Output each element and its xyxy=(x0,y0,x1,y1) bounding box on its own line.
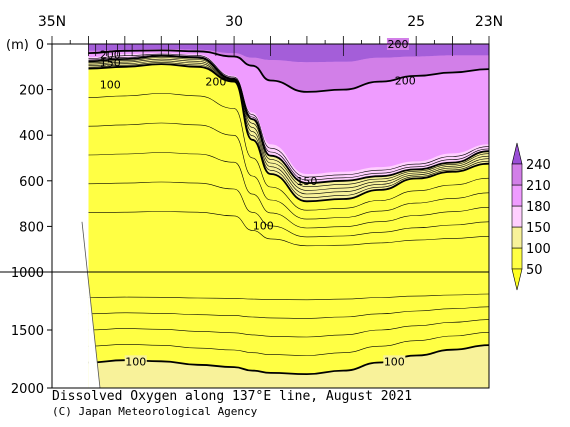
oxygen-200-210-region xyxy=(88,49,490,92)
y-unit-label: (m) xyxy=(6,38,29,53)
y-tick-label: 200 xyxy=(19,84,44,99)
contour-label: 200 xyxy=(100,48,121,61)
colorbar-label: 210 xyxy=(526,179,551,194)
y-tick-label: 800 xyxy=(19,220,44,235)
colorbar-bottom-arrow xyxy=(511,268,523,291)
thin-contour-line xyxy=(88,58,490,191)
colorbar-label: 180 xyxy=(526,200,551,215)
x-tick-label: 23N xyxy=(475,14,503,30)
y-tick-label: 600 xyxy=(19,175,44,190)
thin-contour-line xyxy=(88,122,490,220)
deep-oxygen-above-100-region xyxy=(88,345,490,388)
thin-contour-line xyxy=(88,306,490,319)
colorbar-swatch xyxy=(511,205,523,228)
colorbar-swatch xyxy=(511,184,523,207)
colorbar-label: 150 xyxy=(526,221,551,236)
contour-label: 100 xyxy=(125,355,146,368)
contour-label: 150 xyxy=(100,57,121,70)
contour-label-bg xyxy=(124,355,147,368)
y-tick-label: 1500 xyxy=(11,324,44,339)
thin-contour-line xyxy=(88,57,490,188)
thin-contour-line xyxy=(88,152,490,229)
thick-contour-line xyxy=(88,63,490,203)
y-tick-label: 0 xyxy=(36,38,44,53)
colorbar-swatch xyxy=(511,163,523,186)
contour-label: 100 xyxy=(384,355,405,368)
colorbar-label: 100 xyxy=(526,242,551,257)
thin-contour-line xyxy=(88,319,490,338)
contour-label: 200 xyxy=(205,76,226,89)
colorbar-top-arrow xyxy=(511,142,523,165)
no-data-area xyxy=(52,44,100,388)
chart-credit: (C) Japan Meteorological Agency xyxy=(52,405,258,418)
colorbar-swatch xyxy=(511,247,523,270)
y-tick-label: 1000 xyxy=(11,266,44,281)
thin-contour-line xyxy=(88,93,490,211)
thin-contour-line xyxy=(88,293,490,301)
chart-title: Dissolved Oxygen along 137°E line, Augus… xyxy=(52,389,413,404)
x-tick-label: 25 xyxy=(407,14,425,30)
contour-label: 100 xyxy=(100,79,121,92)
thick-contour-line xyxy=(88,344,490,376)
bottom-boundary-line xyxy=(81,221,101,389)
colorbar-label: 50 xyxy=(526,263,543,278)
y-tick-label: 400 xyxy=(19,129,44,144)
x-tick-label: 30 xyxy=(225,14,243,30)
contour-label-bg xyxy=(383,355,406,368)
y-tick-label: 2000 xyxy=(11,382,44,397)
x-tick-label: 35N xyxy=(38,14,66,30)
colorbar-swatch xyxy=(511,226,523,249)
colorbar-label: 240 xyxy=(526,158,551,173)
thin-contour-line xyxy=(88,181,490,238)
thin-contour-line xyxy=(88,62,490,199)
contour-label: 200 xyxy=(395,74,416,87)
thin-contour-line xyxy=(88,211,490,247)
thin-contour-line xyxy=(88,60,490,195)
thin-contour-line xyxy=(88,332,490,356)
contour-label: 150 xyxy=(296,175,317,188)
contour-label: 100 xyxy=(253,219,274,232)
